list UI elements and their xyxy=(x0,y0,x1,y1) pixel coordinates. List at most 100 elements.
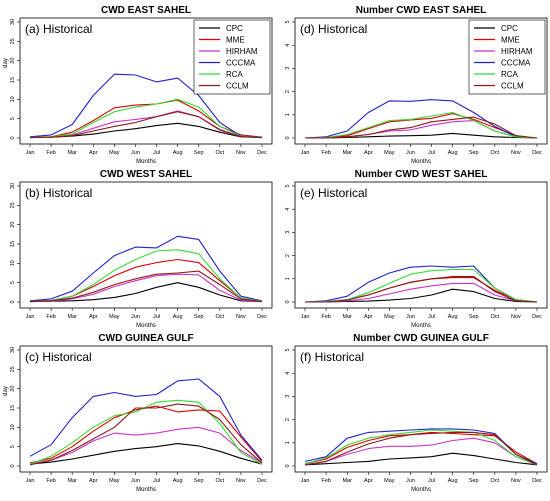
x-tick-label: May xyxy=(109,150,120,156)
x-tick-label: Dec xyxy=(257,150,267,156)
x-axis-label: Months xyxy=(411,159,431,165)
x-tick-label: Jul xyxy=(428,314,435,320)
y-tick-label: 20 xyxy=(10,58,16,64)
y-tick-label: 20 xyxy=(10,222,16,228)
y-tick-label: 1 xyxy=(285,277,291,280)
chart-title: Number CWD EAST SAHEL xyxy=(356,5,487,16)
y-tick-label: 5 xyxy=(10,281,16,284)
series-line-cccma xyxy=(29,378,263,461)
panel-label: (d) Historical xyxy=(300,22,367,36)
x-tick-label: Oct xyxy=(216,314,225,320)
chart-panel-3: CWD WEST SAHEL (b) Historical 0 5 10 15 20 25 30… xyxy=(10,169,273,329)
y-tick-label: 3 xyxy=(285,231,291,234)
plot-frame xyxy=(19,345,273,473)
x-tick-label: Aug xyxy=(173,314,183,320)
plot-frame xyxy=(19,181,273,309)
y-tick-label: 15 xyxy=(10,241,16,247)
x-tick-label: Jul xyxy=(153,478,160,484)
y-tick-label: 1 xyxy=(285,113,291,116)
legend-box xyxy=(468,19,546,95)
x-tick-label: May xyxy=(384,478,395,484)
x-tick-label: Oct xyxy=(491,478,500,484)
y-tick-label: 25 xyxy=(10,202,16,208)
chart-title: Number CWD WEST SAHEL xyxy=(355,169,488,180)
x-tick-label: Oct xyxy=(216,150,225,156)
series-line-cccma xyxy=(29,73,263,138)
series-line-cpc xyxy=(29,282,263,303)
legend-label: CCCMA xyxy=(226,59,256,68)
x-tick-label: May xyxy=(109,478,120,484)
series-line-cccma xyxy=(304,99,538,139)
series-line-cpc xyxy=(304,452,538,466)
x-tick-label: Jan xyxy=(301,478,310,484)
legend-box xyxy=(193,19,271,95)
y-tick-label: 10 xyxy=(10,260,16,266)
series-line-rca xyxy=(304,111,538,139)
y-tick-label: 5 xyxy=(10,117,16,120)
y-tick-label: 0 xyxy=(10,300,16,303)
x-tick-label: Mar xyxy=(342,314,352,320)
series-line-hirham xyxy=(29,426,263,465)
plot-frame xyxy=(19,17,273,145)
x-tick-label: Jan xyxy=(26,478,35,484)
x-tick-label: Dec xyxy=(532,150,542,156)
legend-label: CPC xyxy=(226,24,243,33)
x-tick-label: Nov xyxy=(236,478,246,484)
series-line-cclm xyxy=(304,431,538,466)
y-tick-label: 4 xyxy=(285,372,291,375)
series-line-hirham xyxy=(29,110,263,139)
x-tick-label: Jan xyxy=(301,314,310,320)
x-tick-label: Jun xyxy=(406,314,415,320)
legend: CPC MME HIRHAM CCCMA RCA CCLM xyxy=(468,19,546,95)
chart-title: Number CWD GUINEA GULF xyxy=(353,333,489,344)
x-tick-label: May xyxy=(384,150,395,156)
panel-label: (b) Historical xyxy=(25,186,92,200)
x-axis-label: Months xyxy=(411,323,431,329)
x-tick-label: Oct xyxy=(216,478,225,484)
series-line-rca xyxy=(29,249,263,303)
series-line-cclm xyxy=(305,116,538,139)
y-tick-label: 25 xyxy=(10,38,16,44)
y-tick-label: 2 xyxy=(285,418,291,421)
y-tick-label: 2 xyxy=(285,254,291,257)
x-tick-label: Jan xyxy=(26,314,35,320)
x-tick-label: Jun xyxy=(131,150,140,156)
y-tick-label: 5 xyxy=(10,445,16,448)
series-line-rca xyxy=(29,399,263,465)
series-line-cpc xyxy=(29,443,263,465)
x-axis-label: Months xyxy=(136,159,156,165)
x-tick-label: Jan xyxy=(301,150,310,156)
x-tick-label: Aug xyxy=(173,478,183,484)
x-tick-label: Nov xyxy=(236,314,246,320)
legend-label: MME xyxy=(501,36,520,45)
y-tick-label: 2 xyxy=(285,90,291,93)
plot-frame xyxy=(294,345,548,473)
series-line-mme xyxy=(304,113,538,139)
series-line-hirham xyxy=(29,273,263,303)
legend-label: HIRHAM xyxy=(501,47,533,56)
panel-label: (c) Historical xyxy=(25,350,92,364)
panel-label: (e) Historical xyxy=(300,186,367,200)
y-tick-label: 3 xyxy=(285,67,291,70)
x-tick-label: May xyxy=(384,314,395,320)
x-tick-label: Feb xyxy=(46,314,55,320)
y-tick-label: 5 xyxy=(285,184,291,187)
chart-title: CWD GUINEA GULF xyxy=(98,333,193,344)
y-tick-label: 10 xyxy=(10,424,16,430)
x-tick-label: Mar xyxy=(67,478,77,484)
series-line-cccma xyxy=(304,428,538,465)
x-tick-label: Jun xyxy=(131,314,140,320)
x-tick-label: Jul xyxy=(153,150,160,156)
y-tick-label: 0 xyxy=(285,136,291,139)
chart-title: CWD WEST SAHEL xyxy=(100,169,192,180)
panel-label: (f) Historical xyxy=(300,350,364,364)
x-tick-label: May xyxy=(109,314,120,320)
x-tick-label: Aug xyxy=(448,478,458,484)
y-tick-label: 30 xyxy=(10,183,16,189)
y-axis-label: day xyxy=(3,386,9,396)
x-tick-label: Aug xyxy=(173,150,183,156)
y-tick-label: 3 xyxy=(285,395,291,398)
x-tick-label: Sep xyxy=(469,150,479,156)
